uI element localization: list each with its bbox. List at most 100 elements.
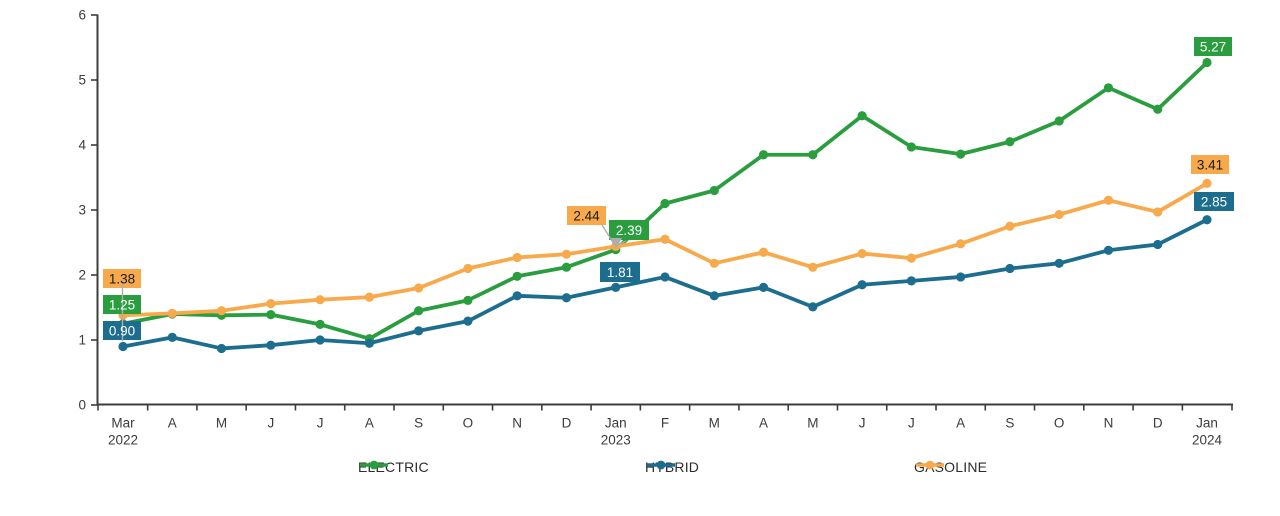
x-axis-label: O xyxy=(463,416,474,431)
x-axis-label: N xyxy=(512,416,522,431)
y-tick-label: 6 xyxy=(78,8,86,23)
data-point-hybrid xyxy=(414,326,424,336)
callout-value: 0.90 xyxy=(109,324,135,339)
x-axis-label: F xyxy=(661,416,669,431)
data-point-gasoline xyxy=(758,247,769,257)
callout-value: 1.38 xyxy=(109,272,135,287)
x-axis-label-year: 2022 xyxy=(108,433,138,448)
data-point-gasoline xyxy=(709,258,719,268)
hybrid-series-marker-icon xyxy=(647,460,675,470)
data-point-electric xyxy=(758,150,769,160)
callout-box xyxy=(1194,37,1232,56)
data-point-hybrid xyxy=(1153,239,1163,250)
x-axis-label-year: 2024 xyxy=(1192,433,1223,448)
data-point-hybrid xyxy=(808,302,818,312)
data-point-electric xyxy=(709,185,719,196)
x-axis-label: D xyxy=(1153,416,1163,431)
x-axis-label: N xyxy=(1104,416,1114,431)
callout-box xyxy=(1194,192,1234,211)
data-point-hybrid xyxy=(709,291,719,301)
callout-arrow-icon xyxy=(611,238,622,249)
data-point-gasoline xyxy=(1103,195,1114,205)
chart-legend: ELECTRIC HYBRID GASOLINE xyxy=(0,459,1280,485)
data-point-hybrid xyxy=(216,343,227,354)
x-axis-label: M xyxy=(216,416,227,431)
data-point-gasoline xyxy=(906,253,916,263)
x-axis-label: A xyxy=(168,416,177,431)
data-point-hybrid xyxy=(315,335,325,345)
data-point-gasoline xyxy=(364,292,374,302)
data-point-gasoline xyxy=(808,262,818,272)
x-axis-label: A xyxy=(365,416,374,431)
data-point-gasoline xyxy=(857,248,867,259)
data-point-electric xyxy=(315,319,325,329)
data-point-electric xyxy=(906,142,916,152)
callout-box xyxy=(103,269,141,288)
legend-item-electric[interactable]: ELECTRIC xyxy=(358,459,429,475)
y-tick-label: 5 xyxy=(78,73,86,88)
data-point-electric xyxy=(1202,57,1212,68)
data-point-hybrid xyxy=(660,272,670,282)
x-axis-label-year: 2023 xyxy=(601,433,631,448)
data-point-hybrid xyxy=(611,282,621,292)
data-point-gasoline xyxy=(1153,207,1163,217)
data-point-hybrid xyxy=(1054,258,1064,268)
data-point-gasoline xyxy=(561,249,572,259)
callout-box xyxy=(567,206,606,225)
x-axis-label: A xyxy=(759,416,768,431)
callout-value: 5.27 xyxy=(1200,40,1226,55)
data-point-gasoline xyxy=(1005,221,1015,231)
data-point-gasoline xyxy=(216,306,227,316)
callout-value: 1.81 xyxy=(607,265,633,280)
data-point-electric xyxy=(512,271,522,281)
x-axis-label: J xyxy=(317,416,324,431)
callout-value: 2.44 xyxy=(573,209,600,224)
y-tick-label: 0 xyxy=(78,398,86,413)
data-point-electric xyxy=(1103,83,1114,93)
callout-value: 3.41 xyxy=(1197,158,1223,173)
data-point-hybrid xyxy=(956,272,966,282)
data-point-gasoline xyxy=(414,283,424,293)
data-point-hybrid xyxy=(906,276,916,286)
x-axis-label: J xyxy=(859,416,866,431)
x-axis-label: A xyxy=(956,416,965,431)
data-point-gasoline xyxy=(463,263,473,274)
data-point-hybrid xyxy=(1202,215,1212,225)
data-point-gasoline xyxy=(660,234,670,244)
y-tick-label: 3 xyxy=(78,203,86,218)
data-point-electric xyxy=(266,310,276,320)
x-axis-label: D xyxy=(562,416,572,431)
data-point-hybrid xyxy=(118,341,128,352)
data-point-electric xyxy=(1005,137,1015,147)
data-point-electric xyxy=(1153,104,1163,114)
legend-item-hybrid[interactable]: HYBRID xyxy=(645,459,699,475)
gasoline-series-marker-icon xyxy=(916,460,944,470)
y-tick-label: 1 xyxy=(78,333,86,348)
data-point-gasoline xyxy=(956,239,966,249)
callout-value: 2.85 xyxy=(1201,195,1227,210)
data-point-electric xyxy=(561,262,572,272)
x-axis-label: S xyxy=(414,416,423,431)
legend-item-gasoline[interactable]: GASOLINE xyxy=(914,459,987,475)
data-point-hybrid xyxy=(1103,245,1114,255)
data-point-electric xyxy=(660,198,670,209)
callout-leader xyxy=(601,224,615,245)
electric-series-marker-icon xyxy=(360,460,388,470)
data-point-electric xyxy=(956,149,966,159)
data-point-hybrid xyxy=(1005,263,1015,274)
callout-value: 1.25 xyxy=(109,298,135,313)
data-point-hybrid xyxy=(561,293,572,303)
y-tick-label: 2 xyxy=(78,268,86,283)
data-point-gasoline xyxy=(1054,209,1064,220)
data-point-gasoline xyxy=(266,299,276,309)
x-axis-label: J xyxy=(908,416,915,431)
data-point-hybrid xyxy=(758,282,769,292)
data-point-electric xyxy=(808,150,818,160)
data-point-hybrid xyxy=(266,340,276,350)
callout-value: 2.39 xyxy=(616,223,642,238)
data-point-electric xyxy=(857,111,867,121)
callout-box xyxy=(600,262,640,282)
data-point-electric xyxy=(414,306,424,316)
callout-box xyxy=(1191,155,1229,174)
data-point-gasoline xyxy=(512,252,522,263)
